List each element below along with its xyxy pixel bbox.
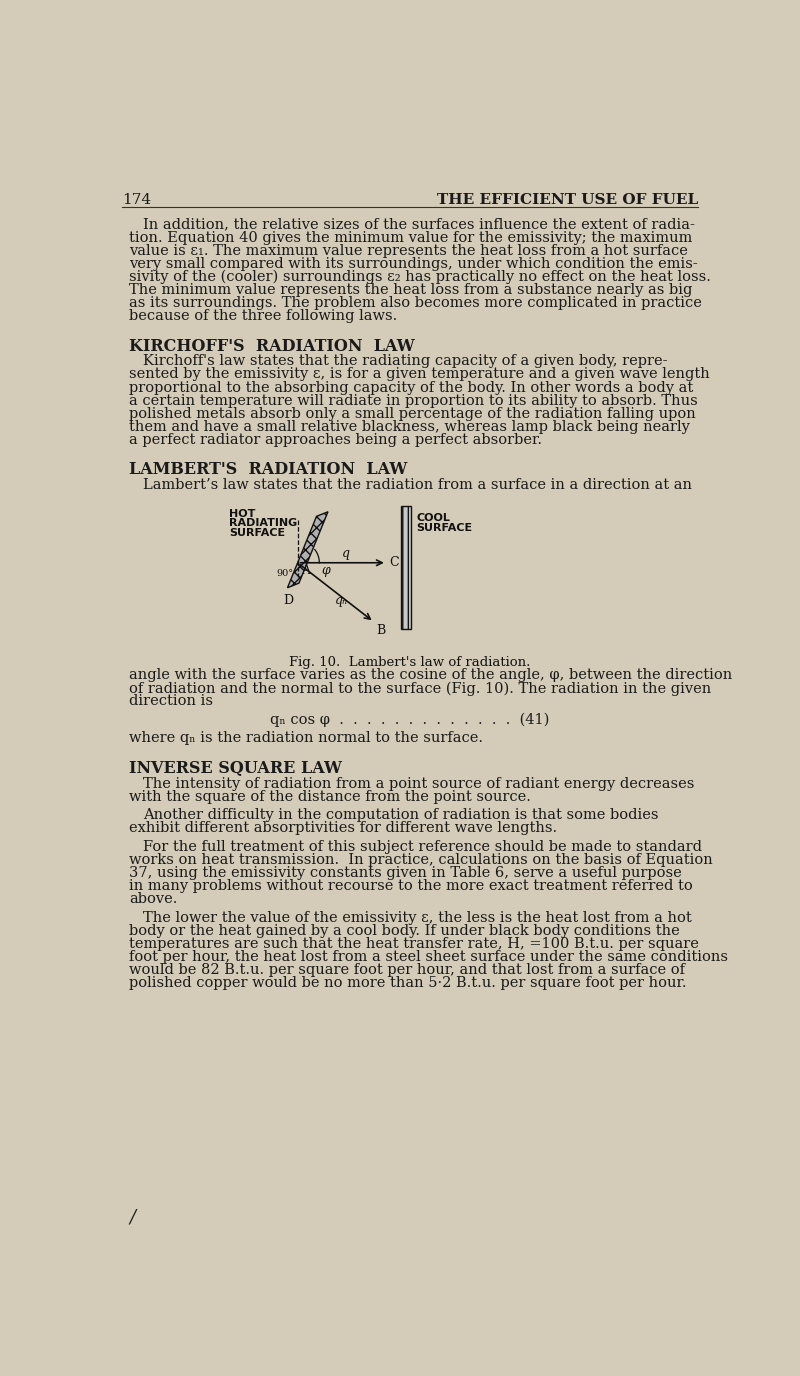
Text: LAMBERT'S  RADIATION  LAW: LAMBERT'S RADIATION LAW — [130, 461, 408, 479]
Text: works on heat transmission.  In practice, calculations on the basis of Equation: works on heat transmission. In practice,… — [130, 853, 714, 867]
Text: direction is: direction is — [130, 695, 214, 709]
Text: For the full treatment of this subject reference should be made to standard: For the full treatment of this subject r… — [143, 839, 702, 853]
Text: The intensity of radiation from a point source of radiant energy decreases: The intensity of radiation from a point … — [143, 776, 694, 791]
Text: 90°: 90° — [276, 568, 293, 578]
Text: In addition, the relative sizes of the surfaces influence the extent of radia-: In addition, the relative sizes of the s… — [143, 217, 695, 231]
Text: temperatures are such that the heat transfer rate, H, =100 B.t.u. per square: temperatures are such that the heat tran… — [130, 937, 699, 951]
Text: where qₙ is the radiation normal to the surface.: where qₙ is the radiation normal to the … — [130, 732, 483, 746]
Text: exhibit different absorptivities for different wave lengths.: exhibit different absorptivities for dif… — [130, 821, 558, 835]
Text: B: B — [376, 625, 386, 637]
Text: SURFACE: SURFACE — [416, 523, 472, 534]
Text: of radiation and the normal to the surface (Fig. 10). The radiation in the given: of radiation and the normal to the surfa… — [130, 681, 712, 696]
Text: INVERSE SQUARE LAW: INVERSE SQUARE LAW — [130, 760, 342, 777]
Text: very small compared with its surroundings, under which condition the emis-: very small compared with its surrounding… — [130, 257, 698, 271]
Text: qₙ cos φ  .  .  .  .  .  .  .  .  .  .  .  .  .  (41): qₙ cos φ . . . . . . . . . . . . . (41) — [270, 713, 550, 728]
Text: tion. Equation 40 gives the minimum value for the emissivity; the maximum: tion. Equation 40 gives the minimum valu… — [130, 231, 693, 245]
Text: would be 82 B.t.u. per square foot per hour, and that lost from a surface of: would be 82 B.t.u. per square foot per h… — [130, 963, 686, 977]
Text: polished copper would be no more than 5·2 B.t.u. per square foot per hour.: polished copper would be no more than 5·… — [130, 976, 687, 991]
Text: COOL: COOL — [416, 513, 450, 523]
Text: as its surroundings. The problem also becomes more complicated in practice: as its surroundings. The problem also be… — [130, 296, 702, 310]
Text: /: / — [130, 1208, 135, 1226]
Text: φ: φ — [322, 564, 330, 577]
Text: THE EFFICIENT USE OF FUEL: THE EFFICIENT USE OF FUEL — [437, 193, 698, 206]
Text: Another difficulty in the computation of radiation is that some bodies: Another difficulty in the computation of… — [143, 808, 659, 823]
Text: sented by the emissivity ε, is for a given temperature and a given wave length: sented by the emissivity ε, is for a giv… — [130, 367, 710, 381]
Text: body or the heat gained by a cool body. If under black body conditions the: body or the heat gained by a cool body. … — [130, 923, 680, 937]
Text: polished metals absorb only a small percentage of the radiation falling upon: polished metals absorb only a small perc… — [130, 407, 696, 421]
Text: Lambert’s law states that the radiation from a surface in a direction at an: Lambert’s law states that the radiation … — [143, 477, 692, 493]
Text: above.: above. — [130, 892, 178, 907]
Text: D: D — [283, 594, 294, 607]
Text: a perfect radiator approaches being a perfect absorber.: a perfect radiator approaches being a pe… — [130, 433, 542, 447]
Text: sivity of the (cooler) surroundings ε₂ has practically no effect on the heat los: sivity of the (cooler) surroundings ε₂ h… — [130, 270, 711, 285]
Text: 174: 174 — [122, 193, 151, 206]
Text: Fig. 10.  Lambert's law of radiation.: Fig. 10. Lambert's law of radiation. — [290, 656, 530, 669]
Text: RADIATING: RADIATING — [230, 519, 298, 528]
Text: them and have a small relative blackness, whereas lamp black being nearly: them and have a small relative blackness… — [130, 420, 690, 433]
Text: qₙ: qₙ — [335, 593, 348, 607]
Text: SURFACE: SURFACE — [230, 528, 286, 538]
Text: proportional to the absorbing capacity of the body. In other words a body at: proportional to the absorbing capacity o… — [130, 381, 694, 395]
Text: a certain temperature will radiate in proportion to its ability to absorb. Thus: a certain temperature will radiate in pr… — [130, 394, 698, 407]
Text: 37, using the emissivity constants given in Table 6, serve a useful purpose: 37, using the emissivity constants given… — [130, 866, 682, 879]
Text: A: A — [302, 564, 310, 577]
Text: HOT: HOT — [230, 509, 256, 519]
Text: because of the three following laws.: because of the three following laws. — [130, 310, 398, 323]
Text: The minimum value represents the heat loss from a substance nearly as big: The minimum value represents the heat lo… — [130, 283, 693, 297]
Text: Kirchoff's law states that the radiating capacity of a given body, repre-: Kirchoff's law states that the radiating… — [143, 354, 668, 369]
Text: with the square of the distance from the point source.: with the square of the distance from the… — [130, 790, 531, 804]
Text: KIRCHOFF'S  RADIATION  LAW: KIRCHOFF'S RADIATION LAW — [130, 337, 415, 355]
Text: angle with the surface varies as the cosine of the angle, φ, between the directi: angle with the surface varies as the cos… — [130, 669, 733, 682]
Text: value is ε₁. The maximum value represents the heat loss from a hot surface: value is ε₁. The maximum value represent… — [130, 244, 688, 257]
Text: The lower the value of the emissivity ε, the less is the heat lost from a hot: The lower the value of the emissivity ε,… — [143, 911, 692, 925]
Text: foot per hour, the heat lost from a steel sheet surface under the same condition: foot per hour, the heat lost from a stee… — [130, 949, 729, 965]
Polygon shape — [401, 506, 410, 629]
Polygon shape — [287, 512, 328, 588]
Text: in many problems without recourse to the more exact treatment referred to: in many problems without recourse to the… — [130, 879, 693, 893]
Text: q: q — [342, 546, 350, 560]
Text: C: C — [389, 556, 398, 570]
